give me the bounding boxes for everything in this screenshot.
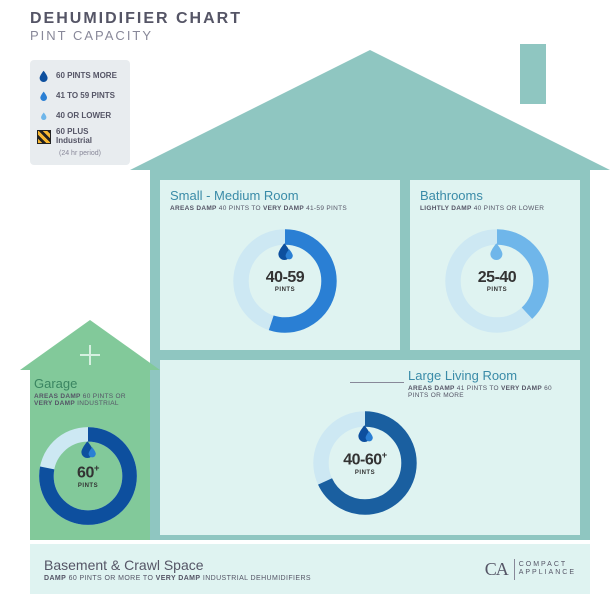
room-desc: AREAS DAMP 60 PINTS OR VERY DAMP INDUSTR…	[34, 393, 146, 407]
chart-subtitle: PINT CAPACITY	[30, 28, 242, 43]
chart-title: DEHUMIDIFIER CHART	[30, 10, 242, 28]
gauge: 40-59 PINTS	[230, 226, 340, 336]
hazard-icon	[36, 129, 52, 145]
drop-icon	[36, 108, 52, 124]
gauge-unit: PINTS	[78, 483, 98, 489]
room-large-living: Large Living Room AREAS DAMP 41 PINTS TO…	[160, 360, 580, 535]
basement-desc: DAMP 60 PINTS OR MORE TO VERY DAMP INDUS…	[44, 575, 311, 582]
drop-icon	[36, 88, 52, 104]
brand-line2: APPLIANCE	[519, 569, 576, 577]
legend-label: 40 OR LOWER	[56, 112, 111, 121]
room-garage: Garage AREAS DAMP 60 PINTS OR VERY DAMP …	[34, 376, 146, 536]
room-small-medium: Small - Medium Room AREAS DAMP 40 PINTS …	[160, 180, 400, 350]
legend-label: 41 TO 59 PINTS	[56, 92, 115, 101]
header: DEHUMIDIFIER CHART PINT CAPACITY	[30, 10, 242, 43]
brand-line1: COMPACT	[519, 561, 576, 569]
basement-strip: Basement & Crawl Space DAMP 60 PINTS OR …	[30, 544, 590, 594]
legend-row: 60 PLUS Industrial	[36, 128, 124, 146]
room-title: Small - Medium Room	[170, 188, 390, 203]
drop-icon	[36, 68, 52, 84]
legend-footer: (24 hr period)	[36, 150, 124, 157]
legend-row: 60 PINTS MORE	[36, 68, 124, 84]
garage-window	[80, 345, 100, 365]
basement-title: Basement & Crawl Space	[44, 557, 311, 573]
room-bathrooms: Bathrooms LIGHTLY DAMP 40 PINTS OR LOWER…	[410, 180, 580, 350]
room-title: Large Living Room	[408, 368, 568, 383]
gauge-value: 60+	[77, 463, 99, 482]
gauge-value: 40-59	[266, 269, 304, 287]
legend-label: 60 PINTS MORE	[56, 72, 117, 81]
legend-row: 41 TO 59 PINTS	[36, 88, 124, 104]
legend-row: 40 OR LOWER	[36, 108, 124, 124]
legend: 60 PINTS MORE 41 TO 59 PINTS 40 OR LOWER 60…	[30, 60, 130, 165]
brand-logo: CA	[485, 559, 515, 580]
gauge-unit: PINTS	[355, 470, 375, 476]
gauge: 25-40 PINTS	[442, 226, 552, 336]
room-desc: LIGHTLY DAMP 40 PINTS OR LOWER	[420, 205, 570, 212]
gauge-unit: PINTS	[487, 287, 507, 293]
room-title: Garage	[34, 376, 146, 391]
room-desc: AREAS DAMP 41 PINTS TO VERY DAMP 60 PINT…	[408, 385, 568, 399]
room-desc: AREAS DAMP 40 PINTS TO VERY DAMP 41-59 P…	[170, 205, 390, 212]
brand: CA COMPACT APPLIANCE	[485, 559, 576, 580]
gauge: 40-60+ PINTS	[310, 408, 420, 518]
gauge-value: 25-40	[478, 269, 516, 287]
legend-label: 60 PLUS Industrial	[56, 128, 124, 146]
room-title: Bathrooms	[420, 188, 570, 203]
house-chimney	[520, 44, 546, 104]
gauge-value: 40-60+	[343, 450, 387, 469]
gauge-unit: PINTS	[275, 287, 295, 293]
gauge: 60+ PINTS	[36, 424, 140, 528]
